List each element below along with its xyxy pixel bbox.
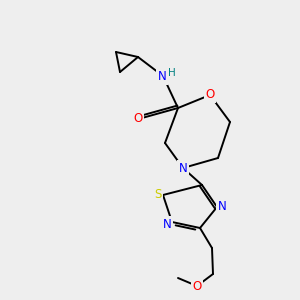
Text: O: O [206, 88, 214, 101]
Text: O: O [134, 112, 142, 124]
Text: N: N [158, 70, 166, 83]
Text: O: O [192, 280, 202, 292]
Text: N: N [163, 218, 171, 230]
Text: N: N [218, 200, 226, 214]
Text: S: S [154, 188, 162, 202]
Text: N: N [178, 161, 188, 175]
Text: H: H [168, 68, 176, 78]
